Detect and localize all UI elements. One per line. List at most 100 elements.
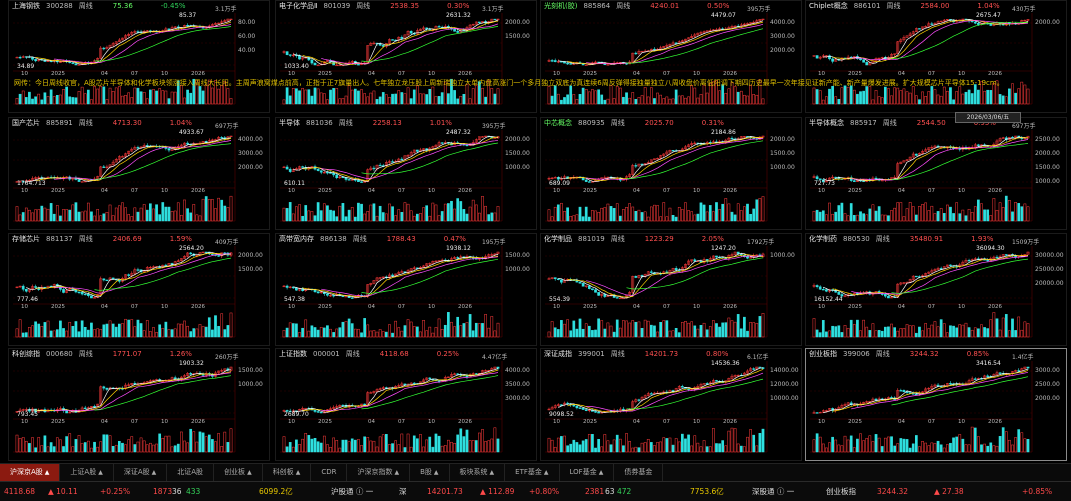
y-tick-label: 2000.00 [238,164,263,171]
panel-period: 周线 [338,119,353,127]
low-price-label: 16152.44 [814,296,843,303]
x-tick-label: 2026 [191,419,205,425]
x-tick-label: 07 [131,419,138,425]
x-tick-label: 10 [553,304,560,310]
kline-chart [280,13,503,105]
peak-volume-label: 430万手 [1012,6,1036,13]
kline-chart [545,361,768,453]
chart-panel-881137[interactable]: 存储芯片 881137 周线 2406.69 1.59% 2000.00 1500.00 10… [8,233,270,346]
panel-code: 801039 [323,2,351,10]
panel-title: 半导体概念 885917 周线 2544.50 0.95% [809,119,1002,128]
tab-label: LOF基金 [569,468,597,476]
x-tick-label: 10 [288,71,295,77]
chart-panel-886138[interactable]: 高带宽内存 886138 周线 1788.43 0.47% 1500.00 1000.00 1… [275,233,537,346]
hgt-label[interactable]: 沪股通 ⓘ 一 [331,487,374,496]
y-tick-label: 4000.00 [505,367,530,374]
chart-panel-399006[interactable]: 创业板指 399006 周线 3244.32 0.85% 3000.00 2500.00 20… [805,348,1067,461]
tab-7[interactable]: 沪深京指数 ▲ [347,464,411,481]
panel-title: 高带宽内存 886138 周线 1788.43 0.47% [279,235,472,244]
panel-period: 周线 [875,350,890,358]
chart-panel-300288[interactable]: 上海钢铁 300288 周线 75.36 -0.45% 80.00 60.00 40.00 10… [8,0,270,113]
sgt-label[interactable]: 深股通 ⓘ 一 [752,487,795,496]
panel-title: 化学制品 881019 周线 1223.29 2.05% [544,235,730,244]
x-tick-label: 07 [928,188,935,194]
kline-chart [810,130,1033,222]
panel-price: 35480.91 [909,235,944,243]
tab-2[interactable]: 深证A股 ▲ [114,464,168,481]
x-tick-label: 04 [898,304,905,310]
tab-10[interactable]: ETF基金 ▲ [505,464,560,481]
x-tick-label: 10 [21,188,28,194]
sz-label: 深 [399,487,407,496]
tab-arrow-icon: ▲ [394,469,400,476]
x-tick-label: 04 [898,71,905,77]
peak-volume-label: 260万手 [215,354,239,361]
chart-panel-880935[interactable]: 中芯概念 880935 周线 2025.70 0.31% 2000.00 1500.00 10… [540,117,802,230]
peak-price-label: 2631.32 [446,12,471,19]
x-tick-label: 10 [958,304,965,310]
y-tick-label: 4000.00 [238,136,263,143]
peak-price-label: 3416.54 [976,360,1001,367]
chart-panel-885891[interactable]: 国产芯片 885891 周线 4713.30 1.04% 4000.00 3000.00 20… [8,117,270,230]
tab-9[interactable]: 板块系统 ▲ [450,464,506,481]
chart-panel-881036[interactable]: 半导体 881036 周线 2258.13 1.01% 2000.00 1500.00 100… [275,117,537,230]
panel-name: 深证成指 [544,350,572,358]
tab-arrow-icon: ▲ [543,469,549,476]
cy-label: 创业板指 [826,487,856,496]
chart-panel-399001[interactable]: 深证成指 399001 周线 14201.73 0.80% 14000.00 12000.0… [540,348,802,461]
kline-chart [810,361,1033,453]
panel-code: 885917 [850,119,877,127]
tab-6[interactable]: CDR [311,464,348,481]
y-tick-label: 2000.00 [1035,19,1060,26]
panel-price: 2544.50 [916,119,946,127]
x-tick-label: 2026 [458,71,472,77]
x-tick-label: 2025 [848,71,862,77]
panel-code: 300288 [46,2,73,10]
y-tick-label: 3000.00 [1035,367,1060,374]
chart-panel-801039[interactable]: 电子化学品Ⅱ 801039 周线 2538.35 0.30% 2000.00 1500.00… [275,0,537,113]
panel-period: 周线 [352,235,367,243]
tab-label: 科创板 [272,468,294,476]
sh-up-count: 1873 [153,487,173,496]
x-tick-label: 10 [958,419,965,425]
y-tick-label: 1500.00 [505,252,530,259]
tab-3[interactable]: 北证A股 [167,464,215,481]
peak-volume-label: 697万手 [215,123,239,130]
tab-11[interactable]: LOF基金 ▲ [560,464,615,481]
x-tick-label: 07 [928,419,935,425]
tab-arrow-icon: ▲ [598,469,604,476]
kline-chart [13,361,236,453]
kline-chart [545,130,768,222]
tab-4[interactable]: 创业板 ▲ [214,464,263,481]
y-tick-label: 20000.00 [1035,280,1064,287]
chart-panel-881019[interactable]: 化学制品 881019 周线 1223.29 2.05% 1000.00 10 2025 04 0… [540,233,802,346]
tab-5[interactable]: 科创板 ▲ [263,464,312,481]
x-tick-label: 2025 [51,188,65,194]
panel-name: 化学制药 [809,235,837,243]
peak-price-label: 85.37 [179,12,197,19]
market-tab-bar: 沪深京A股 ▲ 上证A股 ▲ 深证A股 ▲ 北证A股 创业板 ▲ 科创板 ▲ CDR 沪深京指数 ▲ B股 ▲… [0,463,1071,481]
chart-panel-885864[interactable]: 光刻机(胶) 885864 周线 4240.01 0.50% 4000.00 3000.00… [540,0,802,113]
tab-arrow-icon: ▲ [247,469,252,476]
x-tick-label: 2025 [51,419,65,425]
tab-8[interactable]: B股 ▲ [410,464,450,481]
tab-label: 沪深京指数 [357,468,393,476]
panel-change: 0.95% [973,119,996,127]
tab-label: B股 [420,468,432,476]
sh-flat-count: 36 [172,487,182,496]
chart-panel-885917[interactable]: 半导体概念 885917 周线 2544.50 0.95% 2500.00 2000.00 1… [805,117,1067,230]
x-tick-label: 04 [368,304,375,310]
y-tick-label: 2000.00 [770,47,795,54]
panel-change: 1.26% [169,350,192,358]
chart-panel-886101[interactable]: Chiplet概念 886101 周线 2584.00 1.04% 2000.00 10 20… [805,0,1067,113]
tab-12[interactable]: 债券基金 [614,464,664,481]
x-tick-label: 10 [693,188,700,194]
chart-panel-000680[interactable]: 科创综指 000680 周线 1771.07 1.26% 1500.00 1000.00 10… [8,348,270,461]
tab-1[interactable]: 上证A股 ▲ [60,464,114,481]
chart-panel-000001[interactable]: 上证指数 000001 周线 4118.68 0.25% 4000.00 3500.00 30… [275,348,537,461]
y-tick-label: 2000.00 [1035,395,1060,402]
x-tick-label: 2026 [723,419,737,425]
tab-0[interactable]: 沪深京A股 ▲ [0,464,61,481]
peak-price-label: 2487.32 [446,129,471,136]
chart-panel-880530[interactable]: 化学制药 880530 周线 35480.91 1.93% 30000.00 25000.0… [805,233,1067,346]
